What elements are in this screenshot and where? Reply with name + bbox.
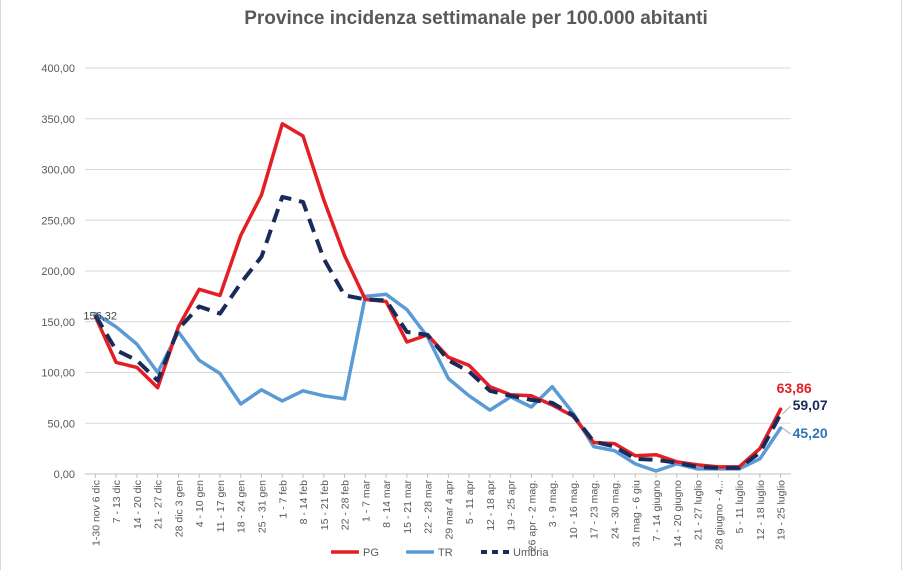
y-tick-label: 50,00 [47,418,75,430]
x-tick-label: 22 - 28 mar [423,480,435,534]
grid-lines [85,67,791,475]
legend-label-pg: PG [363,547,379,559]
x-tick-label: 14 - 20 giugno [672,480,684,547]
y-tick-label: 250,00 [41,215,75,227]
series-lines [93,122,783,473]
x-tick-label: 8 - 14 mar [381,480,393,528]
series-line-tr [93,292,783,473]
x-tick-label: 19 - 25 apr [506,480,518,531]
y-tick-label: 350,00 [41,114,75,126]
x-tick-label: 11 - 17 gen [215,480,227,533]
x-tick-label: 17 - 23 mag. [589,480,601,539]
end-value-label-pg: 63,86 [777,380,812,396]
y-tick-label: 100,00 [41,368,75,380]
x-tick-label: 5 - 11 luglio [734,480,746,534]
x-tick-label: 24 - 30 mag. [610,480,622,539]
end-value-label-tr: 45,20 [793,425,828,441]
x-tick-label: 21 - 27 dic [153,480,165,529]
chart-title: Province incidenza settimanale per 100.0… [244,8,708,29]
x-tick-label: 22 - 28 feb [340,480,352,530]
series-line-umbria [93,194,783,470]
x-tick-label: 28 giugno - 4... [713,480,725,550]
y-tick-label: 0,00 [54,469,75,481]
end-value-label-umbria: 59,07 [793,397,828,413]
x-tick-label: 28 dic 3 gen [173,480,185,537]
legend-label-tr: TR [438,547,453,559]
x-tick-label: 7 - 14 giugno [651,480,663,541]
x-tick-label: 12 - 18 luglio [755,480,767,540]
x-tick-label: 3 - 9 mag. [547,480,559,527]
leader-line [782,427,791,435]
x-tick-label: 21 - 27 luglio [693,480,705,540]
x-tick-label: 8 - 14 feb [298,480,310,525]
x-tick-label: 1 - 7 mar [360,480,372,523]
x-tick-label: 7 - 13 dic [111,480,123,523]
y-tick-label: 200,00 [41,266,75,278]
x-tick-label: 18 - 24 gen [236,480,248,533]
x-tick-label: 19 - 25 luglio [776,480,788,540]
x-tick-label: 15 - 21 mar [402,480,414,534]
leader-line [782,405,791,415]
x-tick-label: 29 mar 4 apr [443,479,455,539]
x-tick-label: 5 - 11 apr [464,480,476,525]
first-point-label: 156,32 [83,310,117,322]
y-tick-label: 400,00 [41,63,75,75]
legend-label-umbria: Umbria [513,547,549,559]
series-line-pg [93,122,783,469]
x-tick-label: 4 - 10 gen [194,480,206,527]
y-tick-label: 300,00 [41,165,75,177]
x-tick-label: 1-30 nov 6 dic [90,480,102,546]
x-tick-label: 10 - 16 mag. [568,480,580,539]
x-tick-label: 14 - 20 dic [132,480,144,529]
legend: PG TR Umbria [331,547,549,559]
x-tick-label: 12 - 18 apr [485,480,497,531]
x-tick-label: 15 - 21 feb [319,480,331,530]
y-axis-ticks: 0,00 50,00 100,00 150,00 200,00 250,00 300,00 3… [41,63,75,481]
y-tick-label: 150,00 [41,317,75,329]
x-tick-label: 1 - 7 feb [277,480,289,519]
x-axis-ticks: 1-30 nov 6 dic 7 - 13 dic 14 - 20 dic 21 - … [90,474,788,551]
x-tick-label: 25 - 31 gen [257,480,269,533]
x-tick-label: 26 apr - 2 mag. [526,480,538,551]
x-tick-label: 31 mag - 6 giu [630,480,642,547]
